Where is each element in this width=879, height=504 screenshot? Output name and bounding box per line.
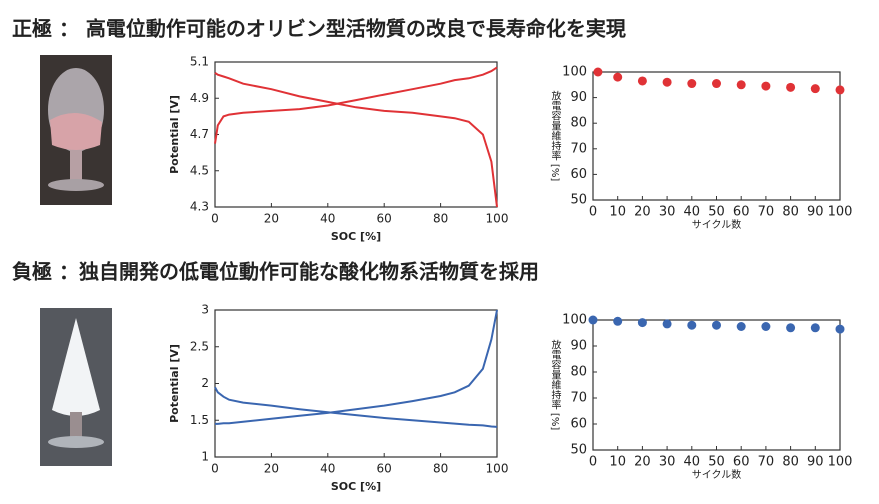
x-tick-label: 40: [684, 455, 701, 470]
point: [687, 320, 697, 330]
point: [736, 80, 746, 90]
point: [761, 322, 771, 331]
point: [835, 85, 845, 95]
y-axis-label: Potential [V]: [168, 95, 181, 174]
point: [588, 315, 598, 325]
photo-anode: [40, 308, 112, 466]
photo-cathode: [40, 55, 112, 205]
y-tick-label: 4.9: [190, 91, 209, 105]
point: [637, 76, 647, 86]
point: [593, 67, 603, 77]
y-tick-label: 2: [201, 376, 209, 390]
line-series: [214, 66, 498, 144]
x-tick-label: 20: [264, 212, 279, 226]
line-series: [215, 309, 498, 425]
y-tick-label: 1: [201, 450, 209, 464]
x-tick-label: 60: [377, 212, 392, 226]
x-tick-label: 80: [782, 455, 799, 470]
y-tick-label: 50: [570, 443, 587, 458]
point: [786, 82, 796, 92]
x-tick-label: 40: [320, 212, 335, 226]
y-tick-label: 4.3: [190, 200, 209, 214]
x-tick-label: 50: [708, 455, 725, 470]
x-tick-label: 20: [264, 462, 279, 476]
line-series: [214, 386, 498, 428]
point: [662, 319, 672, 329]
point: [613, 316, 623, 326]
x-tick-label: 40: [320, 462, 335, 476]
x-tick-label: 50: [708, 205, 725, 220]
y-tick-label: 4.7: [190, 127, 209, 141]
x-tick-label: 30: [659, 205, 676, 220]
y-tick-label: 80: [570, 116, 587, 131]
y-tick-label: 60: [570, 417, 587, 432]
y-tick-label: 2.5: [190, 339, 209, 353]
x-tick-label: 60: [733, 205, 750, 220]
point: [786, 323, 796, 333]
x-tick-label: 100: [486, 462, 509, 476]
x-axis-label: SOC [%]: [331, 480, 381, 493]
x-tick-label: 70: [758, 205, 775, 220]
x-tick-label: 100: [828, 205, 853, 220]
x-tick-label: 100: [828, 455, 853, 470]
y-axis-label: Potential [V]: [168, 344, 181, 423]
x-tick-label: 60: [377, 462, 392, 476]
point: [810, 84, 820, 94]
y-tick-label: 90: [570, 339, 587, 354]
point: [835, 324, 845, 334]
x-tick-label: 10: [609, 205, 626, 220]
x-tick-label: 20: [634, 455, 651, 470]
point: [687, 79, 697, 89]
point: [712, 320, 721, 330]
point: [637, 318, 647, 328]
x-tick-label: 0: [589, 205, 597, 220]
y-tick-label: 1.5: [190, 413, 209, 427]
heading: 負極 ：独自開発の低電位動作可能な酸化物系活物質を採用: [12, 260, 539, 284]
x-tick-label: 80: [433, 462, 448, 476]
x-tick-label: 0: [211, 212, 219, 226]
x-tick-label: 90: [807, 205, 824, 220]
y-tick-label: 70: [570, 141, 587, 156]
x-axis-label: サイクル数: [692, 218, 742, 231]
y-tick-label: 70: [570, 391, 587, 406]
x-tick-label: 0: [211, 462, 219, 476]
y-tick-label: 100: [562, 313, 587, 328]
x-tick-label: 30: [659, 455, 676, 470]
y-tick-label: 5.1: [190, 55, 209, 69]
x-tick-label: 70: [758, 455, 775, 470]
x-axis-label: SOC [%]: [331, 230, 381, 243]
x-tick-label: 0: [589, 455, 597, 470]
y-axis-label: 放電容量維持率 [%]: [549, 90, 561, 182]
y-axis-label: 放電容量維持率 [%]: [549, 339, 561, 431]
line-series: [214, 72, 498, 208]
point: [662, 77, 672, 87]
point: [810, 323, 820, 333]
x-tick-label: 60: [733, 455, 750, 470]
y-tick-label: 4.5: [190, 163, 209, 177]
heading: 正極 ： 高電位動作可能のオリビン型活物質の改良で長寿命化を実現: [12, 17, 626, 41]
x-tick-label: 90: [807, 455, 824, 470]
x-tick-label: 80: [433, 212, 448, 226]
y-tick-label: 50: [570, 193, 587, 208]
point: [712, 79, 721, 89]
x-tick-label: 10: [609, 455, 626, 470]
x-axis-label: サイクル数: [692, 468, 742, 481]
y-tick-label: 100: [562, 65, 587, 80]
y-tick-label: 60: [570, 167, 587, 182]
x-tick-label: 100: [486, 212, 509, 226]
point: [613, 72, 623, 82]
y-tick-label: 3: [201, 303, 209, 317]
x-tick-label: 20: [634, 205, 651, 220]
y-tick-label: 80: [570, 365, 587, 380]
point: [761, 81, 771, 91]
x-tick-label: 40: [684, 205, 701, 220]
x-tick-label: 80: [782, 205, 799, 220]
point: [736, 322, 746, 331]
y-tick-label: 90: [570, 90, 587, 105]
